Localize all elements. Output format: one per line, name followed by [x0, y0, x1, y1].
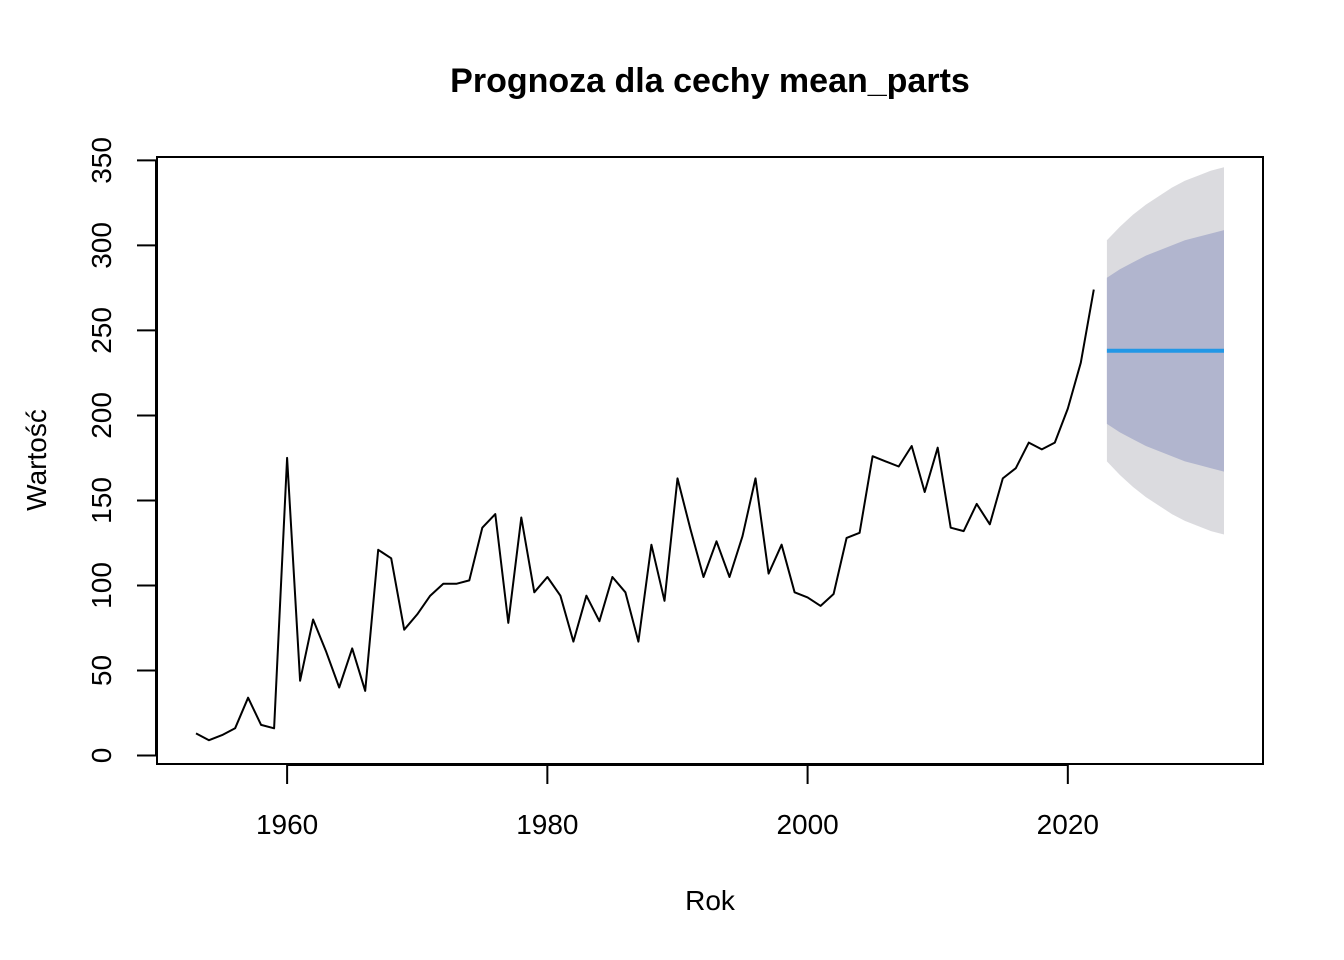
y-tick-label: 150 [86, 477, 117, 524]
y-tick-label: 0 [86, 748, 117, 764]
y-tick-label: 50 [86, 655, 117, 686]
chart-title: Prognoza dla cechy mean_parts [450, 62, 970, 100]
y-axis: 0 50 100 150 200 250 300 350 [86, 137, 157, 764]
y-tick-label: 100 [86, 562, 117, 609]
observed-line [195, 289, 1095, 742]
x-tick-label: 1980 [516, 809, 578, 840]
x-axis: 1960 1980 2000 2020 [256, 764, 1099, 840]
x-tick-label: 2020 [1037, 809, 1099, 840]
x-tick-label: 1960 [256, 809, 318, 840]
series-lines [195, 289, 1224, 742]
x-tick-label: 2000 [776, 809, 838, 840]
y-tick-label: 250 [86, 307, 117, 354]
plot-frame [156, 156, 1264, 765]
y-axis-label: Wartość [21, 409, 52, 511]
y-tick-label: 350 [86, 137, 117, 184]
y-tick-label: 200 [86, 392, 117, 439]
y-tick-label: 300 [86, 222, 117, 269]
x-axis-label: Rok [685, 885, 736, 916]
